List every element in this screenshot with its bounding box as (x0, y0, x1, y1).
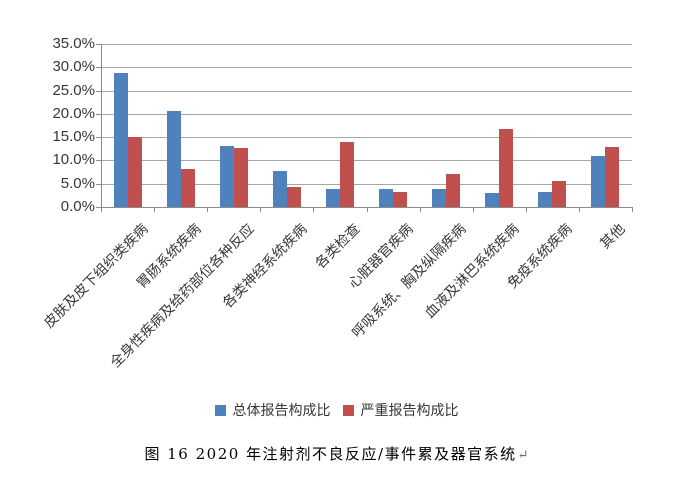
bar-total (538, 192, 552, 207)
gridline (101, 184, 632, 185)
legend-item-serious: 严重报告构成比 (342, 400, 459, 420)
legend-swatch-serious-icon (342, 404, 354, 416)
bar-total (220, 146, 234, 207)
bar-total (591, 156, 605, 207)
figure-caption: 图 16 2020 年注射剂不良反应/事件累及器官系统↵ (0, 443, 673, 464)
y-axis-tick-label: 30.0% (52, 58, 95, 75)
bar-serious (552, 181, 566, 207)
y-axis-tick-label: 0.0% (60, 198, 95, 215)
bar-total (485, 193, 499, 207)
chart-legend: 总体报告构成比 严重报告构成比 (0, 400, 673, 420)
x-axis-tick (260, 207, 261, 212)
y-axis-tick-label: 20.0% (52, 105, 95, 122)
bar-total (114, 73, 128, 207)
bar-serious (446, 174, 460, 207)
legend-item-total: 总体报告构成比 (214, 400, 331, 420)
y-axis-tick-label: 5.0% (60, 175, 95, 192)
gridline (101, 114, 632, 115)
y-axis-tick-label: 35.0% (52, 35, 95, 52)
paragraph-return-mark-icon: ↵ (517, 448, 529, 463)
x-axis-tick (632, 207, 633, 212)
gridline (101, 160, 632, 161)
y-axis-tick (96, 207, 101, 208)
legend-swatch-total-icon (214, 404, 226, 416)
x-axis-tick (526, 207, 527, 212)
bar-serious (340, 142, 354, 207)
gridline (101, 91, 632, 92)
x-axis-tick (579, 207, 580, 212)
bar-serious (605, 147, 619, 207)
x-axis-tick (367, 207, 368, 212)
y-axis-tick (96, 137, 101, 138)
y-axis-line (101, 44, 102, 208)
x-axis-tick (154, 207, 155, 212)
bar-serious (128, 137, 142, 207)
bar-total (379, 189, 393, 207)
bar-serious (287, 187, 301, 207)
x-axis-tick (207, 207, 208, 212)
bar-serious (499, 129, 513, 207)
y-axis-tick (96, 44, 101, 45)
x-axis-category-label: 其他 (597, 220, 629, 252)
bar-total (432, 189, 446, 207)
x-axis-category-label: 血液及淋巴系统疾病 (421, 220, 522, 321)
y-axis-tick-label: 10.0% (52, 151, 95, 168)
x-axis-tick (101, 207, 102, 212)
y-axis-tick (96, 91, 101, 92)
bar-serious (393, 192, 407, 207)
legend-label-total: 总体报告构成比 (232, 402, 331, 418)
bar-total (167, 111, 181, 207)
y-axis-tick (96, 67, 101, 68)
x-axis-line (101, 207, 632, 208)
x-axis-tick (473, 207, 474, 212)
y-axis-tick-label: 25.0% (52, 82, 95, 99)
bar-total (273, 171, 287, 207)
gridline (101, 44, 632, 45)
x-axis-tick (313, 207, 314, 212)
bar-total (326, 189, 340, 207)
y-axis-tick (96, 160, 101, 161)
y-axis-tick-label: 15.0% (52, 128, 95, 145)
x-axis-tick (420, 207, 421, 212)
gridline (101, 67, 632, 68)
legend-label-serious: 严重报告构成比 (360, 402, 459, 418)
y-axis-tick (96, 114, 101, 115)
gridline (101, 137, 632, 138)
y-axis-tick (96, 184, 101, 185)
bar-serious (234, 148, 248, 207)
bar-serious (181, 169, 195, 207)
figure-caption-text: 图 16 2020 年注射剂不良反应/事件累及器官系统 (144, 445, 517, 463)
